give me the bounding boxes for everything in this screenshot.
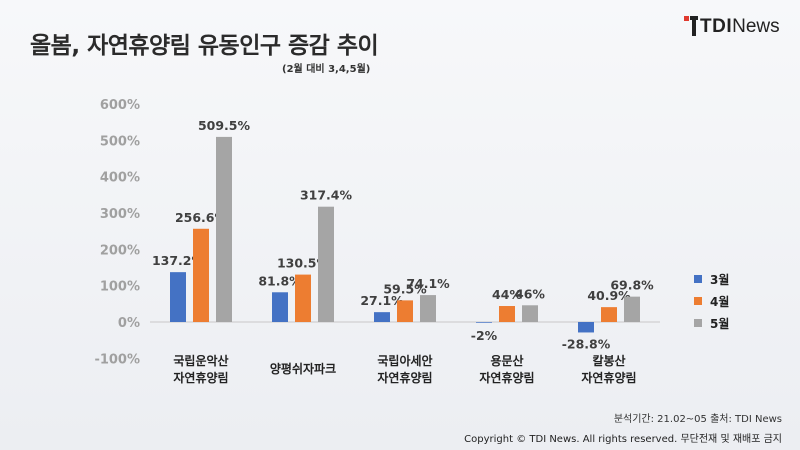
y-tick-label: 200% bbox=[100, 243, 140, 258]
data-label: 74.1% bbox=[406, 276, 450, 291]
chart-subtitle: (2월 대비 3,4,5월) bbox=[282, 64, 371, 75]
data-label: 130.5% bbox=[277, 256, 330, 271]
legend-label: 5월 bbox=[710, 316, 730, 331]
x-category-label: 자연휴양림 bbox=[377, 370, 432, 385]
data-label: 509.5% bbox=[198, 118, 251, 133]
data-label: 27.1% bbox=[360, 293, 404, 308]
legend-swatch bbox=[694, 319, 702, 327]
y-tick-label: 0% bbox=[118, 316, 140, 331]
y-tick-label: 300% bbox=[100, 207, 140, 222]
x-category-label: 칼봉산 bbox=[592, 353, 625, 368]
legend-swatch bbox=[694, 275, 702, 283]
y-tick-label: 400% bbox=[100, 171, 140, 186]
data-label: -28.8% bbox=[562, 336, 611, 351]
logo-text: TDINews bbox=[700, 16, 780, 37]
legend-label: 3월 bbox=[710, 272, 730, 287]
bar bbox=[522, 305, 538, 322]
bar bbox=[499, 306, 515, 322]
bar bbox=[601, 307, 617, 322]
data-label: 46% bbox=[515, 286, 545, 301]
chart-title: 올봄, 자연휴양림 유동인구 증감 추이 bbox=[30, 33, 379, 59]
x-category-label: 자연휴양림 bbox=[479, 370, 534, 385]
footer-copyright: Copyright © TDI News. All rights reserve… bbox=[464, 434, 782, 445]
y-tick-label: 600% bbox=[100, 98, 140, 113]
data-label: 317.4% bbox=[300, 188, 353, 203]
legend-item: 5월 bbox=[694, 312, 754, 334]
bar bbox=[295, 274, 311, 322]
bar bbox=[193, 228, 209, 322]
data-label: 40.9% bbox=[587, 288, 631, 303]
x-category-label: 자연휴양림 bbox=[581, 370, 636, 385]
bar bbox=[578, 322, 594, 333]
bar bbox=[170, 272, 186, 322]
legend-item: 3월 bbox=[694, 268, 754, 290]
bar bbox=[624, 296, 640, 322]
x-category-label: 국립운악산 bbox=[173, 353, 228, 368]
bar bbox=[272, 292, 288, 322]
footer-source: 분석기간: 21.02~05 출처: TDI News bbox=[613, 414, 782, 425]
bar bbox=[216, 136, 232, 322]
chart-legend: 3월 4월 5월 bbox=[694, 268, 754, 334]
bar bbox=[420, 295, 436, 322]
x-category-label: 용문산 bbox=[490, 353, 523, 368]
data-label: 256.6% bbox=[175, 210, 228, 225]
x-category-label: 국립아세안 bbox=[377, 353, 432, 368]
y-tick-label: -100% bbox=[94, 352, 140, 367]
data-label: 137.2% bbox=[152, 253, 205, 268]
data-label: 59.5% bbox=[383, 281, 427, 296]
data-label: -2% bbox=[471, 328, 498, 343]
y-tick-label: 500% bbox=[100, 134, 140, 149]
data-label: 44% bbox=[492, 287, 522, 302]
legend-label: 4월 bbox=[710, 294, 730, 309]
x-category-label: 자연휴양림 bbox=[173, 370, 228, 385]
bar bbox=[374, 312, 390, 322]
data-label: 69.8% bbox=[610, 278, 654, 293]
bar bbox=[476, 322, 492, 323]
y-tick-label: 100% bbox=[100, 280, 140, 295]
bar bbox=[318, 206, 334, 322]
legend-item: 4월 bbox=[694, 290, 754, 312]
data-label: 81.8% bbox=[258, 273, 302, 288]
bar bbox=[397, 300, 413, 322]
legend-swatch bbox=[694, 297, 702, 305]
x-category-label: 양평쉬자파크 bbox=[270, 361, 336, 376]
tdi-news-logo: TDINews bbox=[684, 14, 780, 40]
logo-mark-icon bbox=[684, 16, 698, 38]
